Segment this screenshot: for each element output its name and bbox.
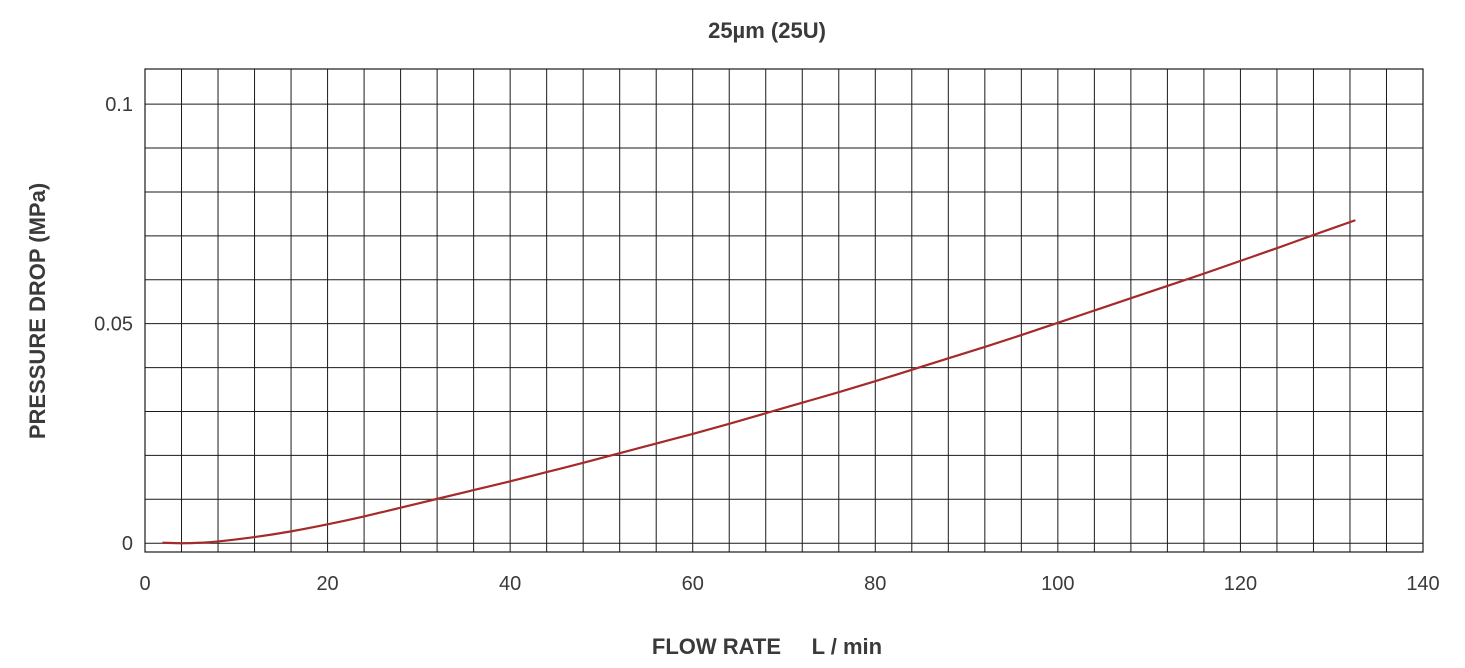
x-tick-label: 40 [499, 573, 521, 595]
plot-frame [144, 68, 1424, 553]
x-axis-ticks: 0 20 40 60 80 100 120 140 [139, 573, 1439, 595]
y-tick-label: 0 [122, 533, 133, 555]
grid [145, 69, 1423, 552]
x-tick-label: 120 [1224, 573, 1257, 595]
y-axis-ticks: 0 0.05 0.1 [94, 94, 133, 555]
x-tick-label: 60 [682, 573, 704, 595]
x-tick-label: 140 [1406, 573, 1439, 595]
x-tick-label: 0 [139, 573, 150, 595]
x-axis-title: FLOW RATE L / min [652, 634, 882, 659]
x-tick-label: 80 [864, 573, 886, 595]
y-axis-title: PRESSURE DROP (MPa) [25, 183, 50, 439]
y-tick-label: 0.05 [94, 314, 133, 336]
chart-title: 25µm (25U) [708, 18, 826, 43]
series-line-0 [162, 219, 1356, 545]
y-tick-label: 0.1 [105, 94, 133, 116]
x-tick-label: 20 [316, 573, 338, 595]
x-tick-label: 100 [1041, 573, 1074, 595]
series-layer [162, 219, 1356, 545]
